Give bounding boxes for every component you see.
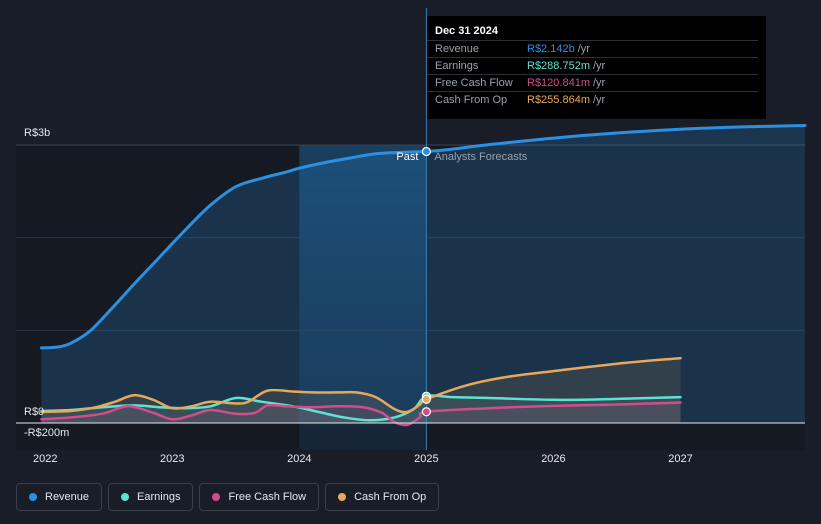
legend-item-revenue[interactable]: Revenue (16, 483, 103, 511)
tooltip-row-unit: /yr (577, 43, 590, 55)
legend: Revenue Earnings Free Cash Flow Cash Fro… (16, 483, 440, 511)
tooltip-row-name: Free Cash Flow (435, 77, 513, 89)
legend-label: Revenue (45, 491, 90, 503)
legend-item-free-cash-flow[interactable]: Free Cash Flow (199, 483, 320, 511)
past-label: Past (396, 151, 418, 163)
legend-label: Free Cash Flow (228, 491, 307, 503)
y-axis-top-label: R$3b (24, 127, 50, 139)
tooltip-row-value: R$288.752m (527, 60, 590, 72)
revenue-line (39, 124, 807, 350)
free-cash-flow-area (41, 402, 681, 426)
cash-from-op-dot-icon (338, 493, 347, 501)
tooltip-markers (421, 146, 431, 417)
x-tick-label: 2024 (287, 453, 311, 465)
tooltip-row-earnings: Earnings R$288.752m/yr (427, 57, 758, 75)
x-tick-label: 2027 (668, 453, 692, 465)
y-axis-bottom-label: -R$200m (24, 427, 69, 439)
tooltip-row-free-cash-flow: Free Cash Flow R$120.841m/yr (427, 74, 758, 92)
legend-item-cash-from-op[interactable]: Cash From Op (325, 483, 440, 511)
x-axis-ticks: 2022 2023 2024 2025 2026 2027 (33, 453, 693, 465)
x-tick-label: 2025 (414, 453, 438, 465)
tooltip-row-value: R$255.864m (527, 94, 590, 106)
tooltip-row-name: Earnings (435, 60, 479, 72)
earnings-dot-icon (121, 493, 130, 501)
past-highlight-band (299, 145, 427, 450)
chart-canvas: Past Analysts Forecasts R$3b R$0 -R$200m… (16, 8, 807, 465)
revenue-area (41, 125, 805, 423)
tooltip-row-unit: /yr (593, 77, 606, 89)
tooltip-row-name: Cash From Op (435, 94, 508, 106)
series-areas (41, 125, 805, 426)
tooltip-row-revenue: Revenue R$2.142b/yr (427, 40, 758, 58)
tooltip-row-unit: /yr (593, 94, 606, 106)
tooltip-row-name: Revenue (435, 43, 480, 55)
tooltip-row-cash-from-op: Cash From Op R$255.864m/yr (427, 91, 758, 109)
tooltip-row-value: R$2.142b (527, 43, 575, 55)
cash-from-op-line (40, 356, 682, 414)
revenue-dot-icon (29, 493, 37, 501)
x-tick-label: 2023 (160, 453, 184, 465)
tooltip-row-value: R$120.841m (527, 77, 590, 89)
x-tick-label: 2022 (33, 453, 57, 465)
earnings-area (41, 395, 681, 423)
earnings-line (40, 394, 682, 422)
y-axis-zero-label: R$0 (24, 406, 44, 418)
free-cash-flow-marker (421, 407, 431, 417)
x-tick-label: 2026 (541, 453, 565, 465)
tooltip-row-unit: /yr (593, 60, 606, 72)
tooltip-date: Dec 31 2024 (435, 25, 498, 37)
legend-item-earnings[interactable]: Earnings (108, 483, 194, 511)
revenue-marker (421, 146, 431, 157)
cash-from-op-marker (421, 394, 431, 404)
free-cash-flow-dot-icon (212, 493, 221, 501)
gridlines (16, 144, 805, 331)
legend-label: Earnings (137, 491, 181, 503)
tooltip: Dec 31 2024 Revenue R$2.142b/yr Earnings… (427, 16, 766, 119)
analysts-forecasts-label: Analysts Forecasts (434, 151, 527, 163)
legend-label: Cash From Op (354, 491, 427, 503)
